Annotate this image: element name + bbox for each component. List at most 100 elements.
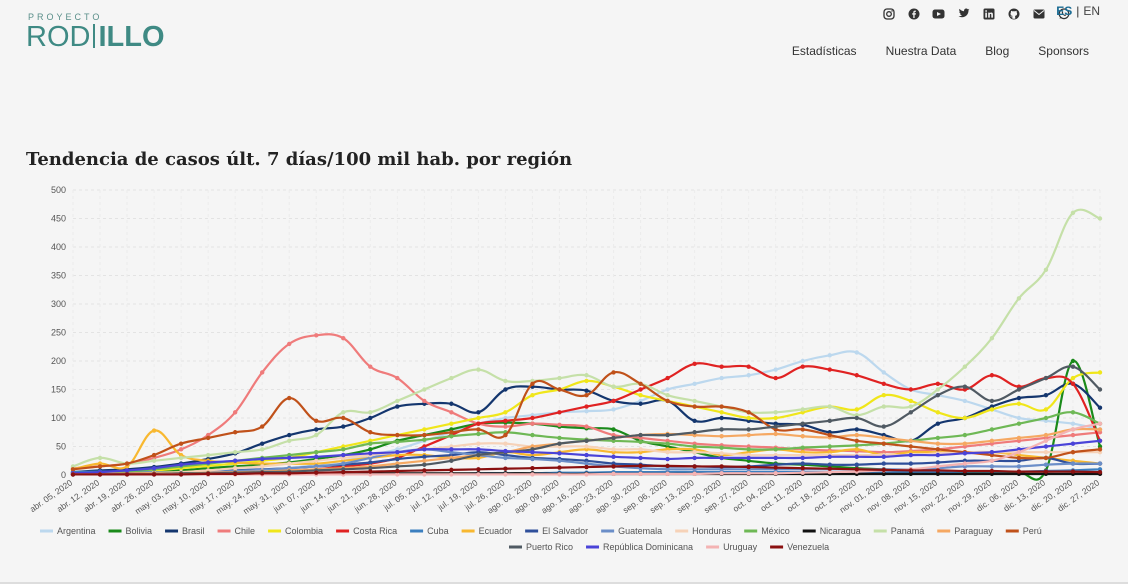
data-point bbox=[449, 401, 454, 406]
legend-label: Guatemala bbox=[618, 526, 662, 536]
data-point bbox=[962, 398, 968, 404]
data-point bbox=[773, 424, 778, 429]
logo-top-text: PROYECTO bbox=[28, 12, 103, 22]
instagram-icon[interactable] bbox=[882, 7, 895, 20]
legend-item-el-salvador[interactable]: El Salvador bbox=[525, 526, 588, 536]
data-point bbox=[314, 454, 319, 459]
data-point bbox=[205, 471, 211, 477]
data-point bbox=[908, 471, 914, 477]
data-point bbox=[746, 410, 751, 415]
legend-item-panama[interactable]: Panamá bbox=[873, 526, 925, 536]
data-point bbox=[881, 424, 886, 429]
legend-item-puerto-rico[interactable]: Puerto Rico bbox=[509, 542, 573, 552]
legend-item-uruguay[interactable]: Uruguay bbox=[706, 542, 758, 552]
data-point bbox=[1097, 447, 1103, 452]
lang-es[interactable]: ES bbox=[1056, 4, 1073, 18]
data-point bbox=[449, 421, 454, 426]
data-point bbox=[881, 471, 886, 477]
nav-estadisticas[interactable]: Estadísticas bbox=[791, 44, 857, 58]
data-point bbox=[962, 364, 968, 369]
data-point bbox=[611, 454, 616, 459]
legend-item-nicaragua[interactable]: Nicaragua bbox=[802, 526, 861, 536]
data-point bbox=[449, 410, 454, 415]
logo[interactable]: PROYECTO ROD ILLO bbox=[26, 12, 165, 52]
data-point bbox=[854, 407, 859, 412]
data-point bbox=[800, 407, 805, 412]
nav-blog[interactable]: Blog bbox=[985, 44, 1010, 58]
data-point bbox=[368, 415, 373, 421]
legend-item-venezuela[interactable]: Venezuela bbox=[770, 542, 829, 552]
data-point bbox=[773, 367, 778, 372]
data-point bbox=[800, 455, 805, 461]
data-point bbox=[70, 472, 76, 477]
legend-item-costa-rica[interactable]: Costa Rica bbox=[336, 526, 397, 536]
data-point bbox=[287, 395, 292, 401]
youtube-icon[interactable] bbox=[932, 7, 945, 20]
data-point bbox=[800, 470, 805, 475]
data-point bbox=[449, 458, 454, 463]
data-point bbox=[97, 455, 103, 461]
legend-item-chile[interactable]: Chile bbox=[217, 526, 256, 536]
data-point bbox=[259, 447, 265, 452]
data-point bbox=[314, 458, 319, 463]
nav-sponsors[interactable]: Sponsors bbox=[1038, 44, 1089, 58]
data-point bbox=[314, 333, 319, 338]
twitter-icon[interactable] bbox=[957, 7, 970, 20]
data-point bbox=[314, 470, 319, 475]
facebook-icon[interactable] bbox=[907, 7, 920, 20]
data-point bbox=[124, 472, 130, 477]
data-point bbox=[1070, 410, 1076, 415]
legend-item-honduras[interactable]: Honduras bbox=[675, 526, 732, 536]
data-point bbox=[719, 404, 724, 409]
data-point bbox=[611, 447, 616, 452]
data-point bbox=[827, 469, 832, 475]
legend-item-brasil[interactable]: Brasil bbox=[165, 526, 205, 536]
data-point bbox=[476, 415, 481, 421]
data-point bbox=[665, 432, 670, 438]
data-point bbox=[611, 384, 616, 389]
data-point bbox=[881, 381, 886, 386]
nav-nuestra-data[interactable]: Nuestra Data bbox=[885, 44, 957, 58]
data-point bbox=[989, 450, 995, 455]
lang-en[interactable]: EN bbox=[1083, 4, 1100, 18]
data-point bbox=[1043, 415, 1049, 421]
data-point bbox=[530, 432, 535, 438]
legend-item-paraguay[interactable]: Paraguay bbox=[937, 526, 993, 536]
legend-item-guatemala[interactable]: Guatemala bbox=[601, 526, 662, 536]
data-point bbox=[1097, 438, 1103, 443]
data-point bbox=[70, 467, 76, 472]
legend-item-republica-dominicana[interactable]: República Dominicana bbox=[586, 542, 693, 552]
linkedin-icon[interactable] bbox=[982, 7, 995, 20]
data-point bbox=[232, 450, 238, 455]
legend-item-ecuador[interactable]: Ecuador bbox=[461, 526, 513, 536]
legend-label: Uruguay bbox=[723, 542, 758, 552]
data-point bbox=[178, 447, 184, 452]
legend-item-mexico[interactable]: México bbox=[744, 526, 790, 536]
legend-item-argentina[interactable]: Argentina bbox=[40, 526, 96, 536]
data-point bbox=[746, 364, 751, 369]
data-point bbox=[1043, 469, 1049, 474]
data-point bbox=[935, 393, 941, 398]
legend-item-peru[interactable]: Perú bbox=[1005, 526, 1042, 536]
data-point bbox=[1016, 415, 1022, 421]
data-point bbox=[665, 456, 670, 462]
data-point bbox=[935, 387, 941, 392]
legend-item-bolivia[interactable]: Bolivia bbox=[108, 526, 153, 536]
legend-item-cuba[interactable]: Cuba bbox=[410, 526, 449, 536]
data-point bbox=[881, 435, 886, 441]
series-venezuela bbox=[70, 463, 1103, 477]
github-icon[interactable] bbox=[1007, 7, 1020, 20]
data-point bbox=[935, 410, 941, 415]
data-point bbox=[638, 381, 643, 386]
data-point bbox=[476, 472, 481, 477]
series-group bbox=[70, 208, 1103, 481]
whatsapp-icon[interactable] bbox=[1057, 7, 1070, 20]
legend-item-colombia[interactable]: Colombia bbox=[268, 526, 323, 536]
data-point bbox=[1097, 427, 1103, 432]
data-point bbox=[881, 467, 886, 473]
data-point bbox=[881, 393, 886, 398]
data-point bbox=[287, 432, 292, 438]
mail-icon[interactable] bbox=[1032, 7, 1045, 20]
data-point bbox=[178, 472, 184, 477]
data-point bbox=[665, 387, 670, 392]
